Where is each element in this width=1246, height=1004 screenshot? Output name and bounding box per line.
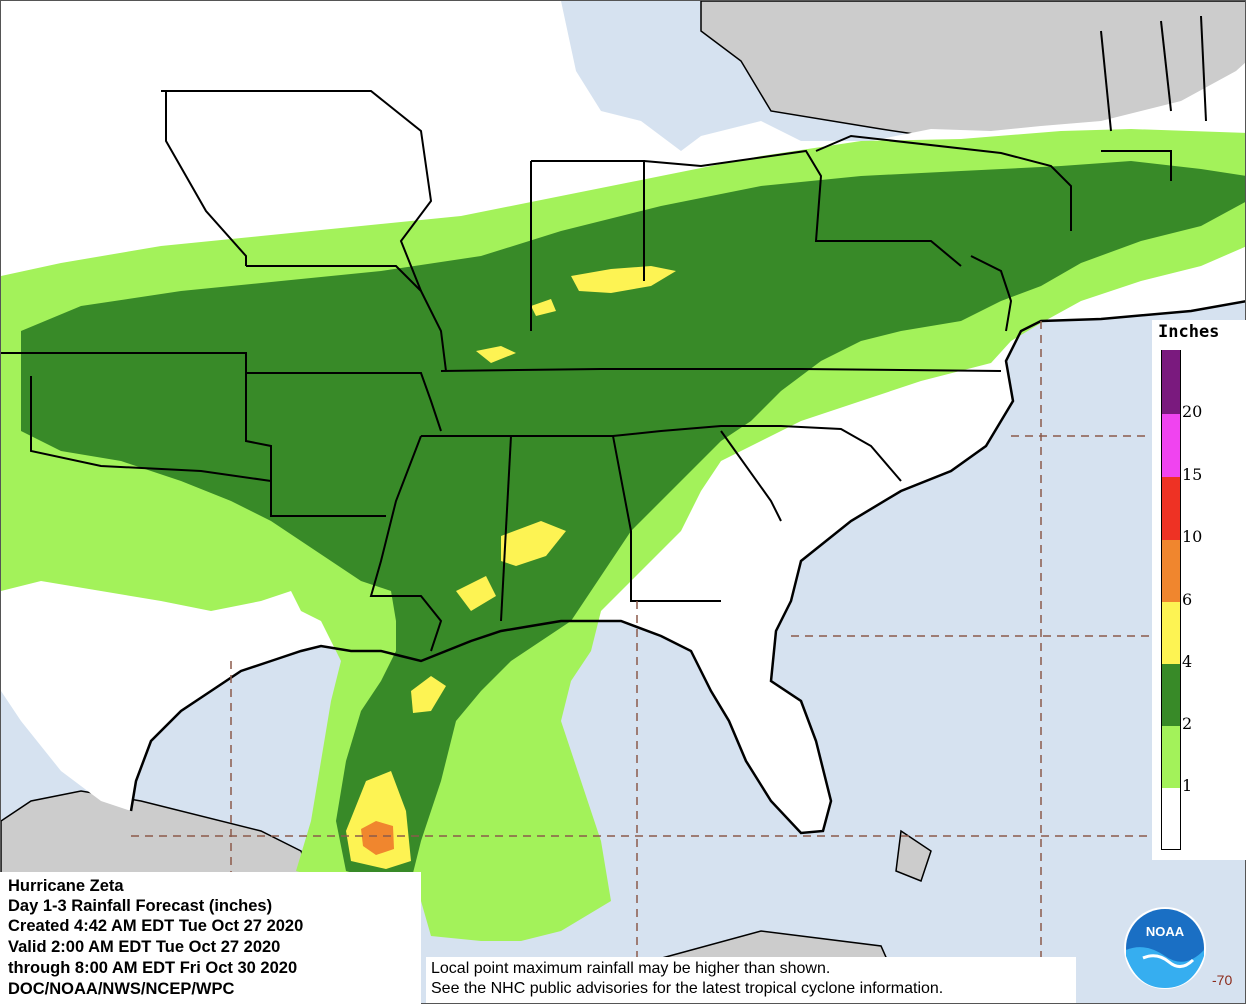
rainfall-6-10-inch-area: [361, 821, 394, 855]
legend-bin-swatch: [1161, 788, 1181, 850]
disclaimer-box: Local point maximum rainfall may be high…: [426, 957, 1076, 1003]
forecast-title: Day 1-3 Rainfall Forecast (inches): [8, 897, 273, 915]
legend-bin-swatch: [1161, 477, 1181, 540]
valid-end: through 8:00 AM EDT Fri Oct 30 2020: [8, 959, 298, 977]
disclaimer-line-1: Local point maximum rainfall may be high…: [431, 960, 831, 977]
legend-label-2: 2: [1182, 714, 1193, 733]
legend-bin-swatch: [1161, 602, 1181, 664]
forecast-info-box: Hurricane Zeta Day 1-3 Rainfall Forecast…: [0, 872, 421, 1004]
created-time: Created 4:42 AM EDT Tue Oct 27 2020: [8, 917, 304, 935]
legend-label-1: 1: [1182, 776, 1193, 795]
legend-label-20: 20: [1182, 402, 1203, 421]
issuing-agency: DOC/NOAA/NWS/NCEP/WPC: [8, 980, 235, 998]
coastline: [129, 300, 1245, 835]
rainfall-legend: Inches 20 15 10 6 4 2 1: [1152, 320, 1246, 860]
legend-bin-swatch: [1161, 540, 1181, 602]
legend-label-10: 10: [1182, 527, 1203, 546]
legend-title: Inches: [1158, 322, 1220, 342]
state-borders: [1, 15, 1207, 652]
legend-bin-swatch: [1161, 664, 1181, 726]
legend-label-4: 4: [1182, 652, 1193, 671]
legend-bin-swatch: [1161, 414, 1181, 477]
legend-bin-swatch: [1161, 726, 1181, 788]
noaa-logo-text: NOAA: [1146, 924, 1185, 939]
disclaimer-line-2: See the NHC public advisories for the la…: [431, 980, 944, 997]
legend-bin-swatch: [1161, 350, 1181, 414]
rainfall-4-6-inch-area: [346, 266, 676, 869]
valid-start: Valid 2:00 AM EDT Tue Oct 27 2020: [8, 938, 281, 956]
legend-label-6: 6: [1182, 590, 1193, 609]
noaa-logo: NOAA: [1123, 906, 1207, 990]
storm-name: Hurricane Zeta: [8, 877, 124, 895]
legend-label-15: 15: [1182, 465, 1203, 484]
longitude-label: -70: [1212, 972, 1233, 988]
rainfall-2-4-inch-area: [21, 161, 1245, 881]
